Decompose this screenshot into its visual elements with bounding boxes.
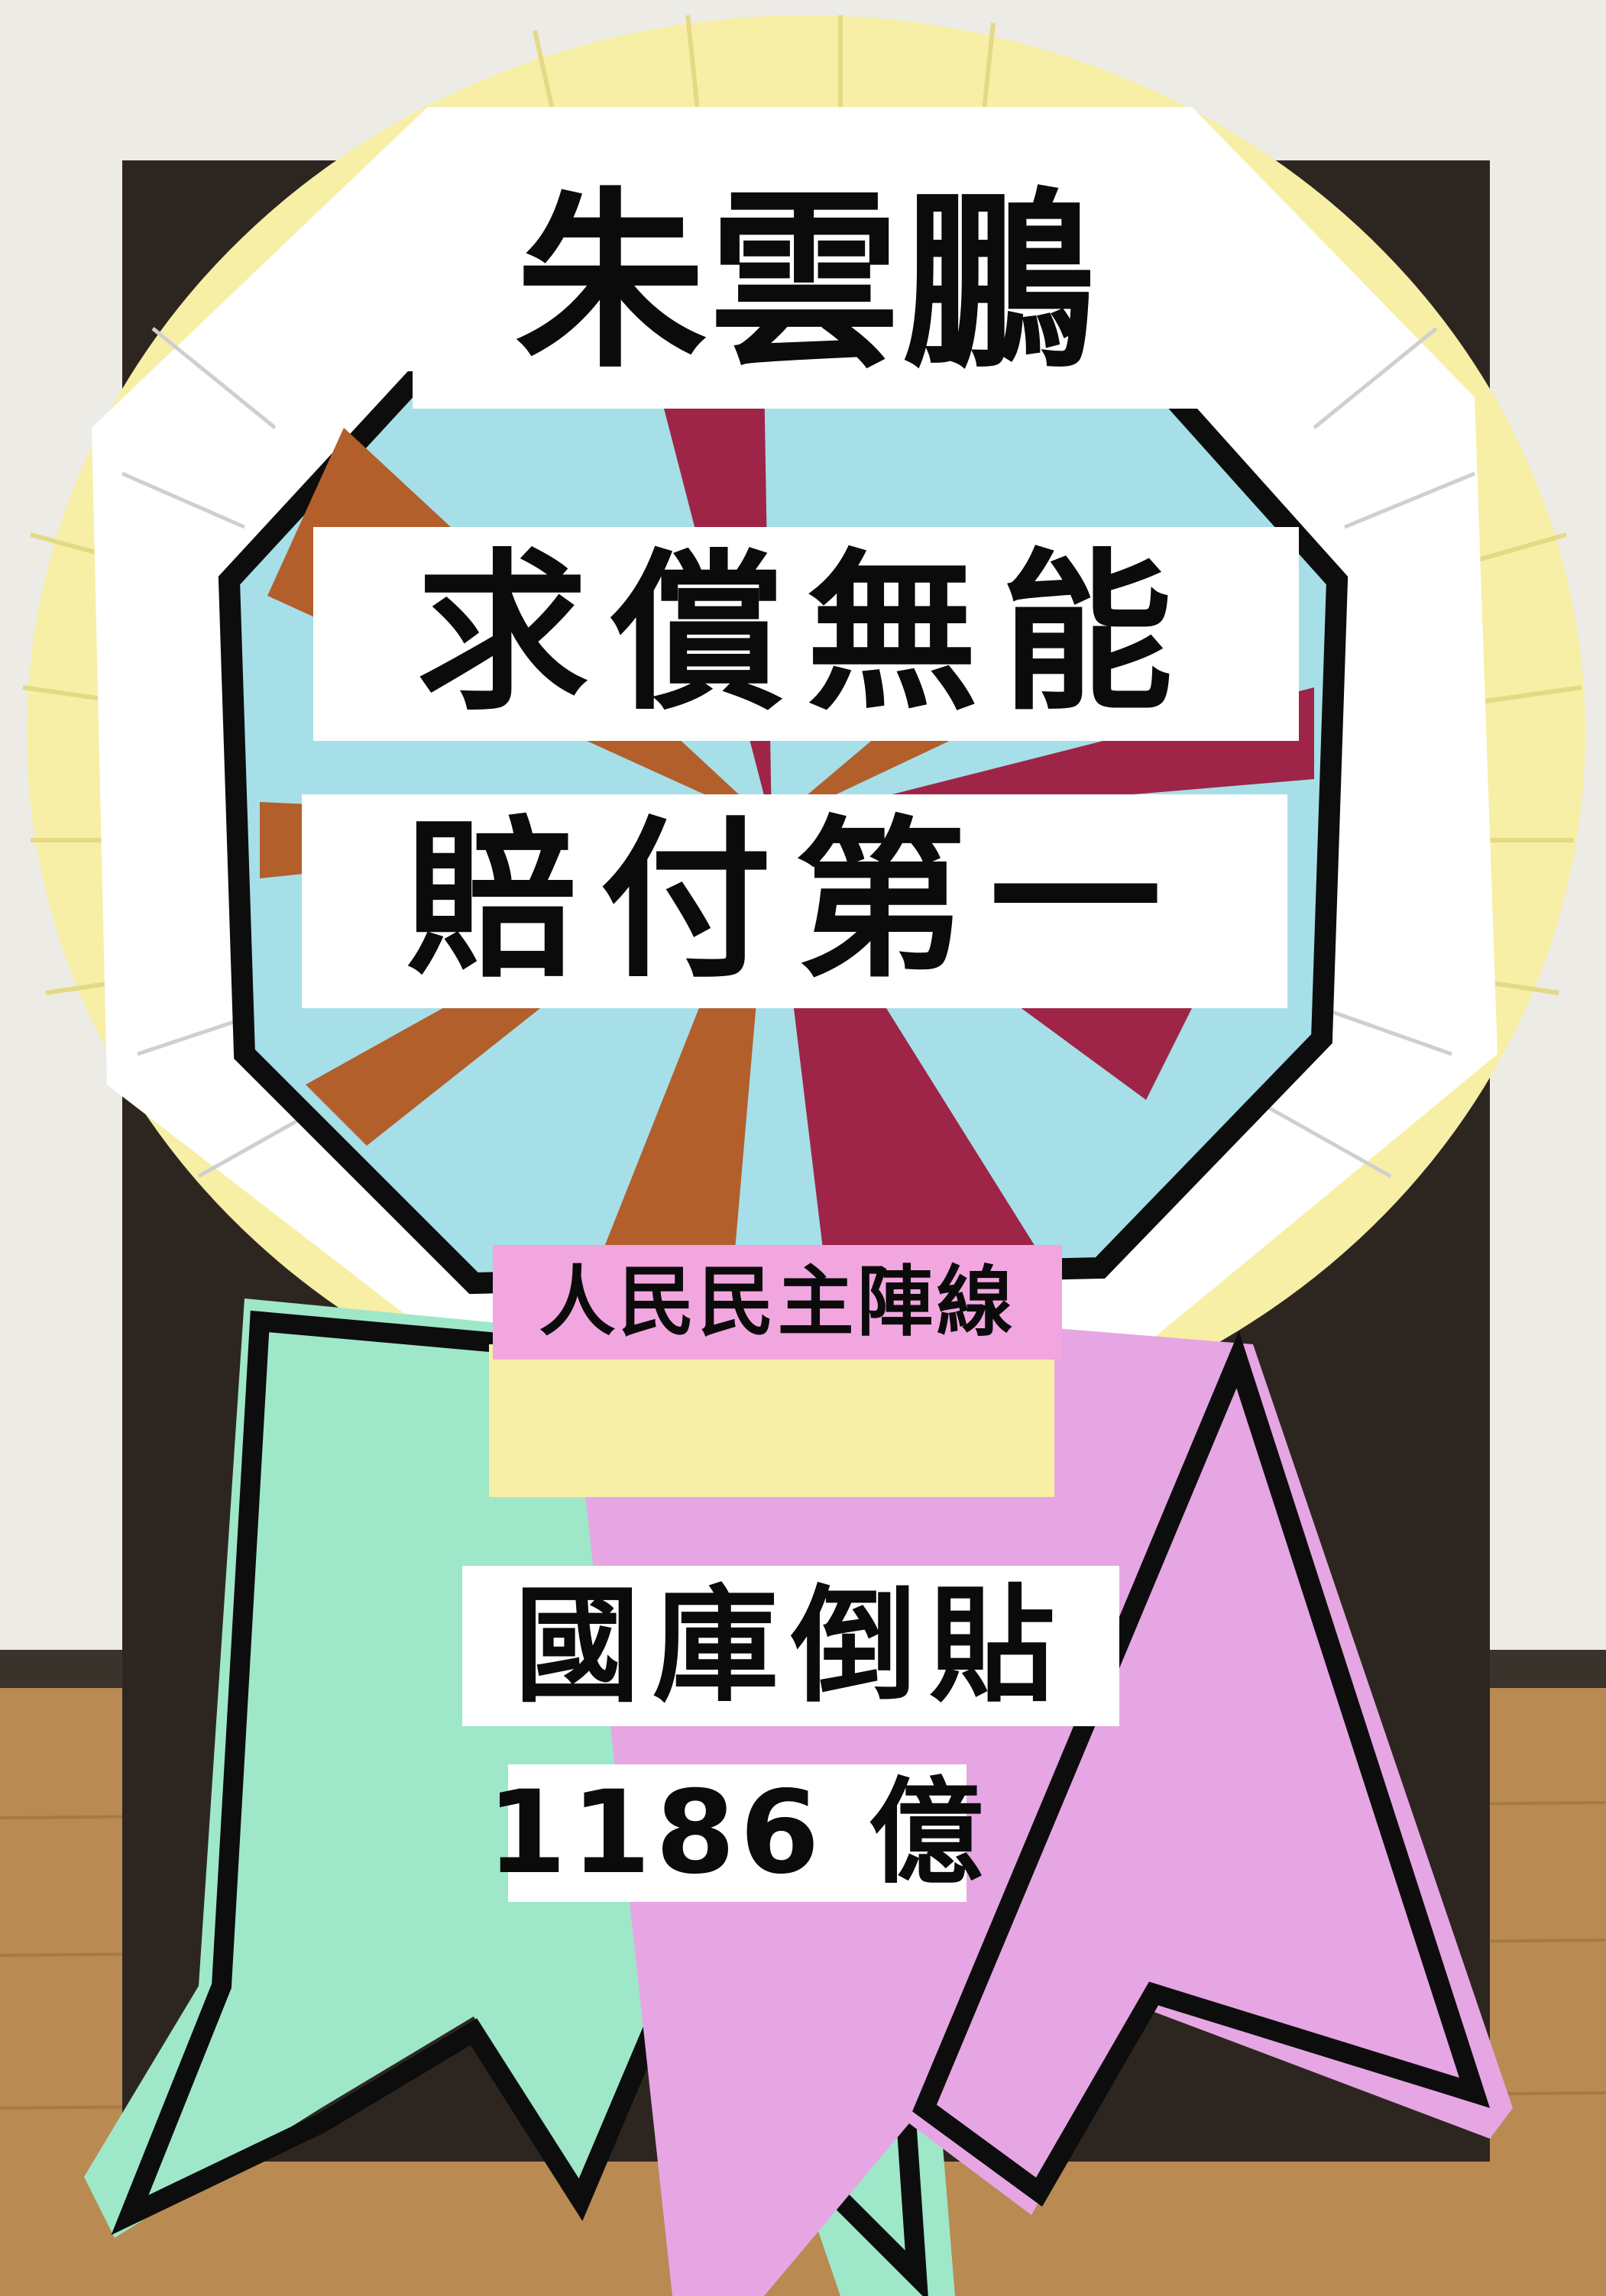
title-name-label: 朱雲鵬: [413, 157, 1200, 409]
organization-banner: 人民民主陣線: [493, 1245, 1062, 1360]
slogan-line-2: 賠付第一: [302, 794, 1287, 1008]
slogan-line-1: 求償無能: [313, 527, 1299, 741]
white-fringe-strips: [121, 327, 1475, 1179]
subsidy-line-2: 1186 億: [487, 1764, 983, 1902]
yellow-fringe-center: [489, 1344, 1054, 1497]
subsidy-line-1: 國庫倒貼: [462, 1566, 1119, 1726]
pink-ribbon-outline: [912, 1331, 1491, 2207]
